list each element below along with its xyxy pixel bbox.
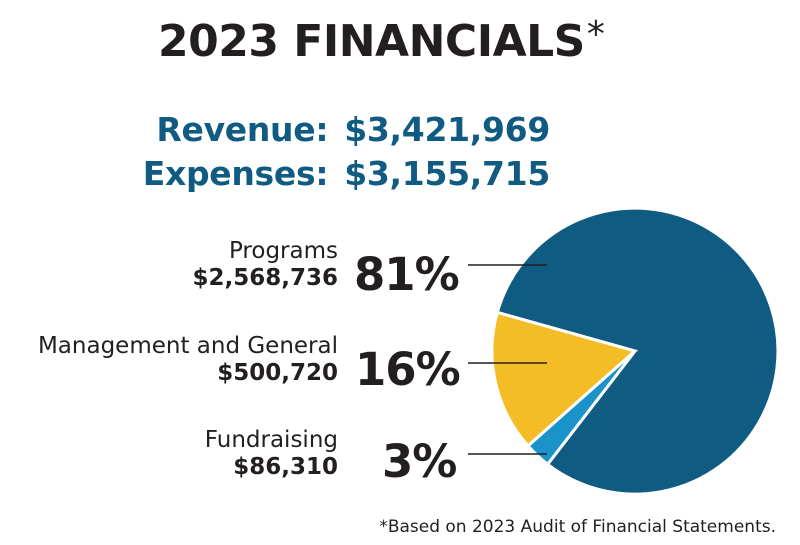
slice-fundraising bbox=[525, 349, 637, 467]
category-name: Fundraising bbox=[204, 427, 338, 453]
footnote: *Based on 2023 Audit of Financial Statem… bbox=[379, 517, 776, 537]
revenue-row: Revenue: $3,421,969 bbox=[156, 108, 550, 152]
slice-management-general bbox=[490, 310, 639, 449]
title-asterisk: * bbox=[586, 14, 605, 55]
percent-fundraising: 3% bbox=[382, 435, 457, 488]
page-title: 2023 FINANCIALS* bbox=[158, 14, 605, 67]
category-amount: $2,568,736 bbox=[192, 265, 338, 291]
legend-programs: Programs $2,568,736 bbox=[192, 238, 338, 291]
percent-management-general: 16% bbox=[355, 343, 461, 396]
percent-programs: 81% bbox=[354, 248, 460, 301]
financial-summary: Revenue: $3,421,969 Expenses: $3,155,715 bbox=[143, 108, 551, 196]
category-amount: $86,310 bbox=[233, 454, 338, 480]
legend-fundraising: Fundraising $86,310 bbox=[205, 427, 338, 480]
expenses-row: Expenses: $3,155,715 bbox=[143, 152, 551, 196]
slice-programs bbox=[495, 206, 780, 496]
revenue-value: $3,421,969 bbox=[344, 110, 550, 149]
category-name: Management and General bbox=[37, 333, 338, 359]
legend-management-general: Management and General $500,720 bbox=[38, 333, 338, 386]
expenses-label: Expenses: bbox=[142, 154, 329, 193]
title-text: 2023 FINANCIALS bbox=[158, 16, 585, 67]
expenses-value: $3,155,715 bbox=[344, 154, 550, 193]
category-amount: $500,720 bbox=[217, 360, 338, 386]
revenue-label: Revenue: bbox=[156, 110, 329, 149]
category-name: Programs bbox=[228, 238, 338, 264]
